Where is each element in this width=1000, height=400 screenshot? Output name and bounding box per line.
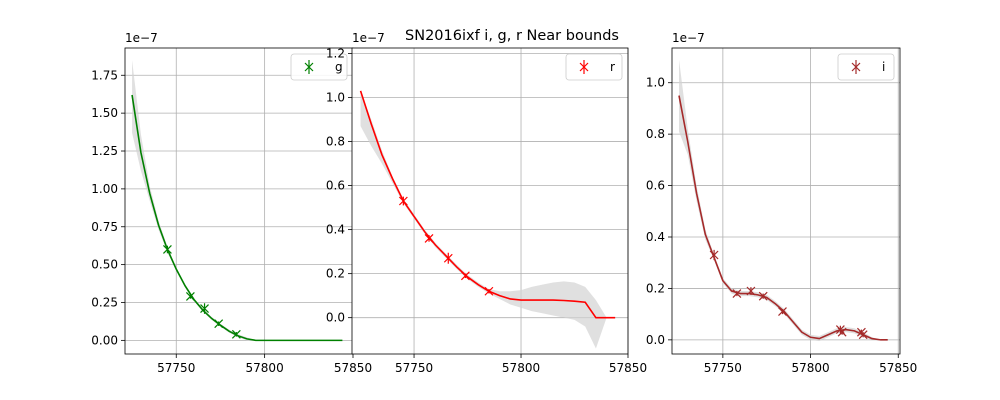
x-marker-stroke bbox=[398, 196, 408, 206]
x-marker-stroke bbox=[185, 292, 195, 301]
x-marker-stroke bbox=[443, 253, 453, 263]
y-tick-label: 0.2 bbox=[326, 267, 345, 281]
y-tick-label: 0.8 bbox=[326, 135, 345, 149]
data-point bbox=[162, 245, 172, 254]
x-tick-label: 57850 bbox=[879, 361, 917, 375]
y-tick-label: 0.4 bbox=[646, 230, 665, 244]
x-tick-label: 57850 bbox=[334, 361, 372, 375]
legend-label: r bbox=[610, 60, 615, 74]
data-point bbox=[858, 330, 868, 340]
x-tick-label: 57750 bbox=[157, 361, 195, 375]
y-tick-label: 1.75 bbox=[91, 68, 118, 82]
y-tick-label: 0.00 bbox=[91, 333, 118, 347]
axes-background bbox=[125, 48, 353, 354]
x-marker-stroke bbox=[732, 289, 742, 298]
y-tick-label: 0.0 bbox=[326, 311, 345, 325]
x-marker-stroke bbox=[758, 291, 768, 301]
y-tick-label: 0.50 bbox=[91, 258, 118, 272]
x-marker-stroke bbox=[778, 307, 787, 316]
y-tick-label: 1.0 bbox=[646, 76, 665, 90]
y-tick-label: 1.50 bbox=[91, 106, 118, 120]
x-tick-label: 57800 bbox=[791, 361, 829, 375]
x-marker-stroke bbox=[231, 329, 241, 339]
x-tick-label: 57800 bbox=[502, 361, 540, 375]
data-point bbox=[484, 286, 494, 296]
plot-area bbox=[131, 60, 343, 342]
x-tick-label: 57850 bbox=[609, 361, 647, 375]
subplot-panels: 57750 57800 57850 0.00 0.25 0.50 0.75 1.00 1.25 1… bbox=[91, 31, 917, 375]
data-point bbox=[231, 329, 241, 339]
y-tick-label: 0.8 bbox=[646, 127, 665, 141]
data-point bbox=[778, 307, 787, 316]
x-marker-stroke bbox=[858, 330, 868, 340]
subplot-g: 57750 57800 57850 0.00 0.25 0.50 0.75 1.00 1.25 1… bbox=[91, 31, 372, 375]
x-marker-stroke bbox=[484, 286, 494, 296]
legend: g bbox=[290, 53, 348, 81]
y-tick-label: 0.6 bbox=[646, 179, 665, 193]
y-offset-text: 1e−7 bbox=[672, 31, 705, 45]
y-offset-text: 1e−7 bbox=[352, 31, 385, 45]
legend-marker-stroke bbox=[851, 62, 861, 72]
legend-box bbox=[837, 53, 895, 81]
data-point bbox=[758, 291, 768, 301]
y-tick-label: 0.25 bbox=[91, 295, 118, 309]
figure-suptitle: SN2016ixf i, g, r Near bounds bbox=[405, 28, 619, 44]
legend-label: g bbox=[335, 60, 343, 74]
uncertainty-band bbox=[360, 90, 616, 349]
legend-marker-stroke bbox=[304, 62, 314, 72]
data-point bbox=[200, 303, 209, 314]
x-marker-stroke bbox=[709, 250, 719, 260]
y-tick-label: 1.0 bbox=[326, 91, 345, 105]
legend-label: i bbox=[882, 60, 885, 74]
subplot-r: 57750 57800 57850 0.0 0.2 0.4 0.6 0.8 1.0 1.2 1e−7… bbox=[326, 31, 647, 375]
legend: r bbox=[565, 53, 623, 81]
axes-background bbox=[672, 48, 900, 354]
data-point bbox=[424, 234, 434, 243]
y-offset-text: 1e−7 bbox=[125, 31, 158, 45]
x-marker-stroke bbox=[214, 319, 224, 329]
x-tick-label: 57800 bbox=[246, 361, 284, 375]
axes-frame bbox=[671, 47, 901, 355]
x-marker-stroke bbox=[460, 271, 470, 281]
data-point bbox=[709, 249, 719, 261]
data-point bbox=[398, 196, 408, 206]
x-tick-label: 57750 bbox=[395, 361, 433, 375]
legend-box bbox=[565, 53, 623, 81]
y-tick-label: 0.0 bbox=[646, 333, 665, 347]
data-point bbox=[746, 286, 756, 296]
data-point bbox=[460, 271, 470, 281]
data-point bbox=[837, 327, 847, 337]
y-tick-label: 0.6 bbox=[326, 179, 345, 193]
x-marker-stroke bbox=[837, 327, 847, 337]
legend-box bbox=[290, 53, 348, 81]
x-marker-stroke bbox=[746, 286, 756, 296]
data-point bbox=[214, 319, 224, 329]
data-point bbox=[732, 289, 742, 298]
y-tick-label: 0.75 bbox=[91, 220, 118, 234]
y-tick-label: 0.4 bbox=[326, 223, 345, 237]
plot-area bbox=[359, 90, 616, 349]
y-tick-label: 0.2 bbox=[646, 281, 665, 295]
legend: i bbox=[837, 53, 895, 81]
subplot-i: 57750 57800 57850 0.0 0.2 0.4 0.6 0.8 1.0 1e−7 i bbox=[646, 31, 917, 375]
x-marker-stroke bbox=[200, 304, 209, 313]
axes-frame bbox=[351, 47, 629, 355]
y-tick-label: 1.00 bbox=[91, 182, 118, 196]
data-point bbox=[443, 252, 453, 264]
x-marker-stroke bbox=[424, 234, 434, 243]
y-tick-label: 1.25 bbox=[91, 144, 118, 158]
x-marker-stroke bbox=[162, 245, 172, 254]
x-tick-label: 57750 bbox=[704, 361, 742, 375]
data-point bbox=[185, 292, 195, 301]
legend-marker-stroke bbox=[579, 62, 589, 72]
plot-area bbox=[678, 59, 888, 342]
y-tick-label: 1.2 bbox=[326, 47, 345, 61]
